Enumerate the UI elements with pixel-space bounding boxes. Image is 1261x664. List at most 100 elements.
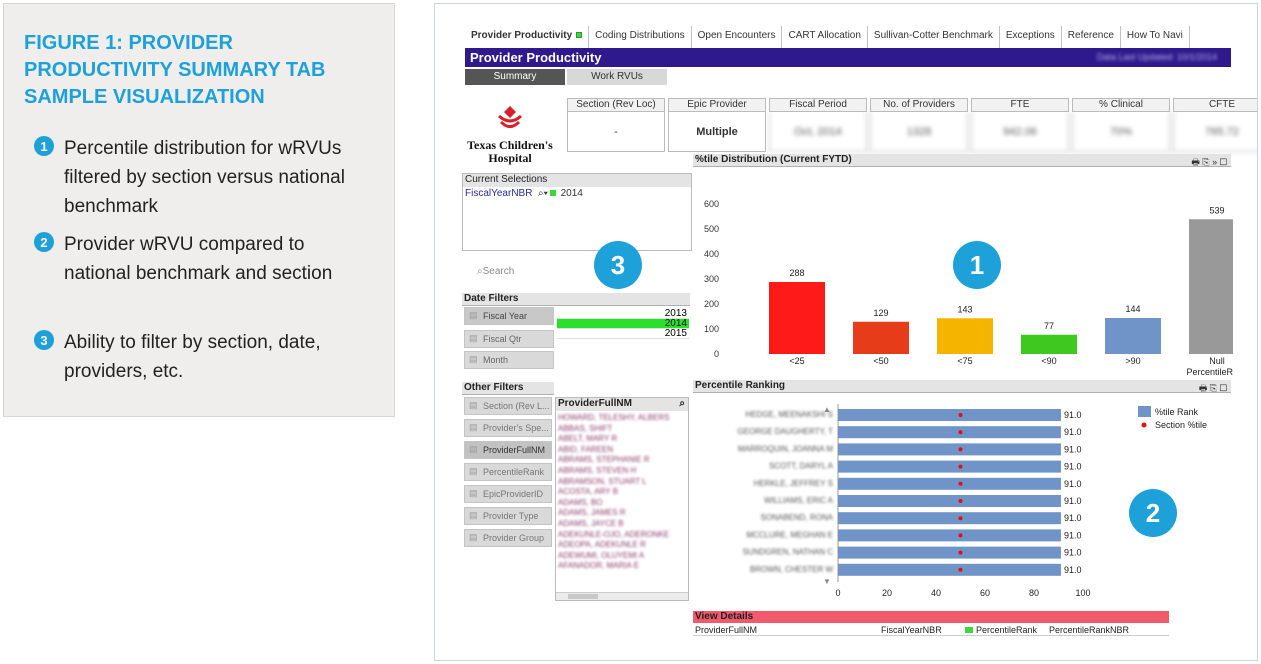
bar[interactable]: [769, 282, 825, 354]
rank-bar[interactable]: [838, 477, 1061, 490]
provider-list-item[interactable]: ADEKUNLE-OJO, ADERONKE: [558, 529, 670, 539]
provider-list-item[interactable]: ADAMS, JAYCE B: [558, 518, 624, 528]
provider-list-item[interactable]: ABRAMS, STEVEN H: [558, 465, 637, 475]
provider-list-item[interactable]: ADEOPA, ADEKUNLE R: [558, 540, 646, 550]
bar[interactable]: [1105, 318, 1161, 354]
search-dropdown-icon[interactable]: ⌕▾: [535, 188, 548, 199]
distribution-chart-header: %tile Distribution (Current FYTD) 🖶 ⎘ » …: [693, 154, 1231, 167]
filter-fiscal-year[interactable]: Fiscal Year: [464, 307, 554, 325]
search-icon: ⌕: [477, 266, 483, 277]
scroll-down-icon[interactable]: ▼: [823, 577, 831, 586]
rank-bar[interactable]: [838, 546, 1061, 559]
provider-list-item[interactable]: ADAMS, JAMES R: [558, 508, 626, 518]
rank-bar[interactable]: [838, 409, 1061, 421]
filter-button[interactable]: EpicProviderID: [464, 485, 552, 503]
view-details-header: View Details: [693, 611, 1169, 623]
provider-list-item[interactable]: ABID, FAREEN: [558, 444, 614, 454]
filter-button[interactable]: Provider Group: [464, 529, 552, 547]
year-item-2015[interactable]: 2015: [557, 329, 689, 339]
bar-value-label: 77: [1044, 321, 1054, 331]
bar[interactable]: [937, 318, 993, 354]
provider-list-item[interactable]: ABELT, MARY R: [558, 434, 618, 444]
provider-list-item[interactable]: AFANADOR, MARIA E: [558, 561, 639, 571]
tab-how-to-navigate[interactable]: How To Navi: [1121, 26, 1190, 48]
rank-bar[interactable]: [838, 495, 1061, 507]
last-updated-text: Data Last Updated: 10/1/2014: [1096, 52, 1217, 62]
provider-list-item[interactable]: ABRAMS, STEPHANIE R: [558, 455, 650, 465]
stat-header[interactable]: FTE: [971, 98, 1069, 112]
stat-cell: Epic Provider Multiple: [668, 98, 766, 152]
rank-bar[interactable]: [838, 512, 1061, 525]
stat-header[interactable]: Epic Provider: [668, 98, 766, 112]
bar-value-label: 91.0: [1064, 513, 1082, 523]
provider-list-item[interactable]: ACOSTA, ARY B: [558, 487, 619, 497]
scrollbar-thumb[interactable]: [568, 594, 598, 599]
rank-bar[interactable]: [838, 460, 1061, 473]
provider-list-item[interactable]: ADAMS, BO: [558, 497, 603, 507]
current-selections-header: Current Selections: [463, 174, 691, 187]
x-tick-label: 80: [1029, 588, 1039, 598]
filter-month[interactable]: Month: [464, 351, 554, 369]
tab-coding-distributions[interactable]: Coding Distributions: [589, 26, 692, 48]
horizontal-scrollbar[interactable]: [556, 592, 688, 600]
year-item-2014[interactable]: 2014: [557, 319, 689, 329]
column-header-fiscalyearnbr[interactable]: FiscalYearNBR: [881, 625, 942, 635]
provider-name-label: GEORGE DAUGHERTY, T: [737, 427, 833, 436]
provider-list-item[interactable]: ABBAS, SHIFT: [558, 423, 613, 433]
rank-bar[interactable]: [838, 563, 1061, 576]
filter-button[interactable]: Section (Rev L...: [464, 397, 552, 415]
tab-exceptions[interactable]: Exceptions: [1000, 26, 1062, 48]
subtab-work-rvus[interactable]: Work RVUs: [567, 69, 667, 85]
filter-button[interactable]: ProviderFullNM: [464, 441, 552, 459]
provider-list-box[interactable]: ProviderFullNM ⌕ HOWARD, TELESHY, ALBERS…: [555, 397, 689, 601]
fiscal-year-list: 2013 2014 2015: [557, 309, 689, 339]
x-tick-label: 60: [980, 588, 990, 598]
chart-toolbar-icons[interactable]: 🖶 ⎘ » ☐: [1191, 157, 1227, 167]
figure-caption-panel: FIGURE 1: PROVIDER PRODUCTIVITY SUMMARY …: [3, 3, 395, 417]
year-item-2013[interactable]: 2013: [557, 309, 689, 319]
filter-fiscal-qtr[interactable]: Fiscal Qtr: [464, 330, 554, 348]
bar[interactable]: [1021, 334, 1077, 354]
bar-value-label: 288: [789, 268, 804, 278]
rank-bar[interactable]: [838, 443, 1061, 456]
provider-list-item[interactable]: ABRAMSON, STUART L: [558, 476, 647, 486]
column-header-percentilerankNBR[interactable]: PercentileRankNBR: [1049, 625, 1130, 635]
tab-cart-allocation[interactable]: CART Allocation: [782, 26, 868, 48]
filter-button[interactable]: Provider Type: [464, 507, 552, 525]
stat-header[interactable]: Section (Rev Loc): [567, 98, 665, 112]
scroll-up-icon[interactable]: ▲: [823, 405, 831, 414]
selection-row[interactable]: FiscalYearNBR ⌕▾ 2014: [463, 187, 691, 200]
y-tick-label: 100: [704, 324, 719, 334]
stat-header[interactable]: No. of Providers: [870, 98, 968, 112]
column-header-providerfullnm[interactable]: ProviderFullNM: [695, 625, 758, 635]
column-header-percentilerank[interactable]: PercentileRank: [976, 625, 1038, 635]
search-box[interactable]: ⌕Search: [477, 266, 514, 277]
tab-reference[interactable]: Reference: [1062, 26, 1121, 48]
bar[interactable]: [853, 321, 909, 354]
stat-header[interactable]: CFTE: [1173, 98, 1257, 112]
provider-list-item[interactable]: ADEWUMI, OLUYEMI A: [558, 550, 645, 560]
chart-toolbar-icons[interactable]: 🖶 ⎘ ☐: [1198, 383, 1227, 393]
stat-header[interactable]: Fiscal Period: [769, 98, 867, 112]
logo-text: Texas Children's Hospital: [467, 138, 553, 165]
subtab-summary[interactable]: Summary: [465, 69, 565, 85]
stat-header[interactable]: % Clinical: [1072, 98, 1170, 112]
search-icon[interactable]: ⌕: [679, 398, 685, 409]
bar[interactable]: [1189, 219, 1233, 354]
section-percentile-marker: [958, 447, 963, 452]
view-details-columns: ProviderFullNM FiscalYearNBR PercentileR…: [693, 624, 1169, 636]
tab-sullivan-cotter-benchmark[interactable]: Sullivan-Cotter Benchmark: [868, 26, 1000, 48]
rank-bar[interactable]: [838, 529, 1061, 542]
tab-provider-productivity[interactable]: Provider Productivity: [465, 26, 590, 48]
filter-button[interactable]: PercentileRank: [464, 463, 552, 481]
stat-cell: FTE 942.06: [971, 98, 1069, 152]
section-percentile-marker: [958, 464, 963, 469]
y-tick-label: 0: [714, 349, 719, 359]
tab-open-encounters[interactable]: Open Encounters: [692, 26, 783, 48]
x-tick-label: <90: [1041, 356, 1056, 366]
provider-list-item[interactable]: HOWARD, TELESHY, ALBERS: [558, 413, 670, 422]
stat-value: 70%: [1072, 112, 1170, 152]
ranking-chart-header: Percentile Ranking 🖶 ⎘ ☐: [693, 380, 1231, 393]
filter-button[interactable]: Provider's Spe...: [464, 419, 552, 437]
rank-bar[interactable]: [838, 426, 1061, 439]
